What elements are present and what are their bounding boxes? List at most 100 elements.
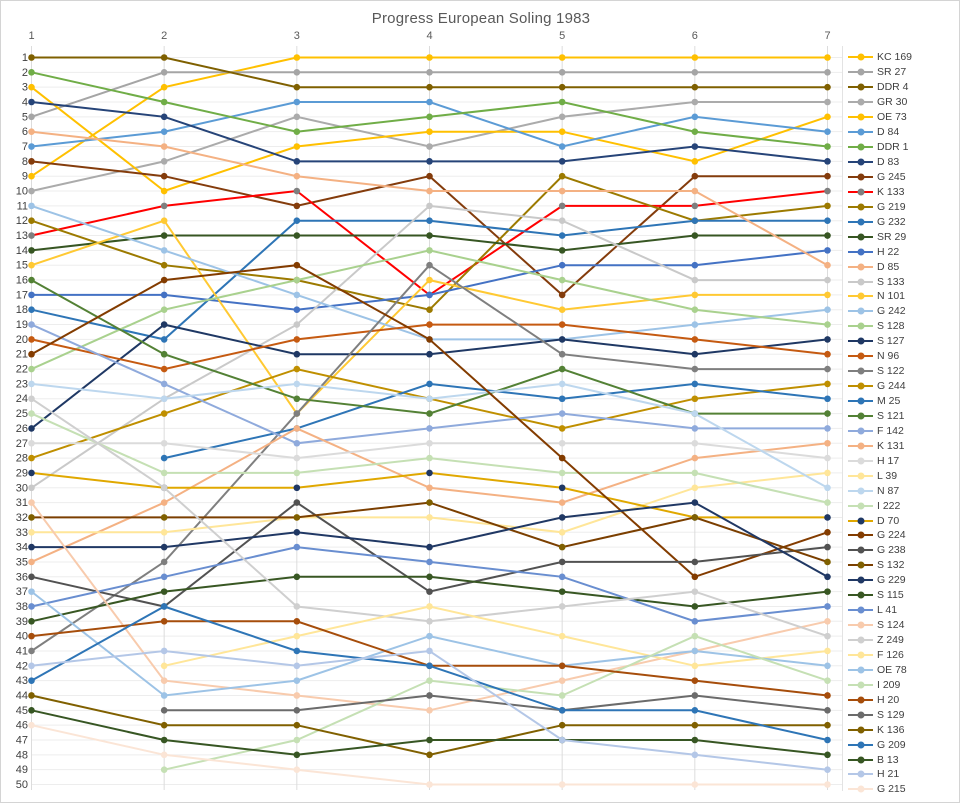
series-g-224[interactable] <box>28 261 831 581</box>
series-n-96[interactable] <box>28 321 831 373</box>
data-point <box>160 588 168 595</box>
series-ddr-4[interactable] <box>28 54 831 91</box>
series-d-84[interactable] <box>28 98 831 150</box>
legend-item-d-83[interactable]: D 83 <box>848 155 958 170</box>
legend-item-h-20[interactable]: H 20 <box>848 692 958 707</box>
legend-item-s-129[interactable]: S 129 <box>848 707 958 722</box>
legend-item-k-133[interactable]: K 133 <box>848 184 958 199</box>
series-g-209[interactable] <box>28 603 831 744</box>
legend-item-ddr-4[interactable]: DDR 4 <box>848 80 958 95</box>
legend-item-s-122[interactable]: S 122 <box>848 364 958 379</box>
series-i-222[interactable] <box>28 410 831 506</box>
series-gr-30[interactable] <box>28 98 831 195</box>
series-g-232[interactable] <box>28 217 831 343</box>
legend-item-z-249[interactable]: Z 249 <box>848 633 958 648</box>
series-g-229[interactable] <box>28 499 831 581</box>
legend-item-gr-30[interactable]: GR 30 <box>848 95 958 110</box>
data-point <box>28 454 35 462</box>
legend-item-d-84[interactable]: D 84 <box>848 125 958 140</box>
series-sr-27[interactable] <box>28 69 831 121</box>
legend-item-d-70[interactable]: D 70 <box>848 513 958 528</box>
data-point <box>28 291 35 299</box>
legend-line-swatch <box>848 427 873 435</box>
legend-item-g-242[interactable]: G 242 <box>848 304 958 319</box>
legend-item-n-96[interactable]: N 96 <box>848 349 958 364</box>
legend-item-oe-73[interactable]: OE 73 <box>848 110 958 125</box>
data-point <box>160 736 168 744</box>
legend-item-label: H 22 <box>877 245 900 258</box>
series-n-87[interactable] <box>28 380 831 492</box>
legend-item-s-115[interactable]: S 115 <box>848 588 958 603</box>
series-g-215[interactable] <box>28 721 831 788</box>
series-s-128[interactable] <box>28 247 831 373</box>
data-point <box>426 603 433 610</box>
legend-item-l-41[interactable]: L 41 <box>848 603 958 618</box>
legend-item-m-25[interactable]: M 25 <box>848 394 958 409</box>
legend-item-ddr-1[interactable]: DDR 1 <box>848 140 958 155</box>
legend-item-s-127[interactable]: S 127 <box>848 334 958 349</box>
legend-item-g-219[interactable]: G 219 <box>848 199 958 214</box>
series-d-85[interactable] <box>28 128 831 269</box>
legend-item-g-232[interactable]: G 232 <box>848 214 958 229</box>
series-h-21[interactable] <box>28 647 831 773</box>
legend-item-h-17[interactable]: H 17 <box>848 453 958 468</box>
legend-item-h-21[interactable]: H 21 <box>848 767 958 782</box>
legend-item-l-39[interactable]: L 39 <box>848 468 958 483</box>
data-point <box>824 380 831 388</box>
series-d-83[interactable] <box>28 98 831 165</box>
legend-item-g-245[interactable]: G 245 <box>848 170 958 185</box>
legend-item-oe-78[interactable]: OE 78 <box>848 662 958 677</box>
legend-item-d-85[interactable]: D 85 <box>848 259 958 274</box>
series-k-131[interactable] <box>28 425 831 566</box>
legend-item-s-132[interactable]: S 132 <box>848 558 958 573</box>
series-kc-169[interactable] <box>28 54 831 180</box>
data-point <box>558 128 566 135</box>
series-l-41[interactable] <box>28 543 831 625</box>
series-f-142[interactable] <box>28 321 831 447</box>
data-point <box>558 662 566 670</box>
series-s-132[interactable] <box>28 499 831 566</box>
series-k-136[interactable] <box>28 692 831 759</box>
legend-item-sr-29[interactable]: SR 29 <box>848 229 958 244</box>
legend-item-k-136[interactable]: K 136 <box>848 722 958 737</box>
legend-item-h-22[interactable]: H 22 <box>848 244 958 259</box>
series-s-127[interactable] <box>28 321 831 432</box>
data-point <box>558 454 566 462</box>
legend-item-g-209[interactable]: G 209 <box>848 737 958 752</box>
legend-item-s-124[interactable]: S 124 <box>848 618 958 633</box>
legend-item-g-229[interactable]: G 229 <box>848 573 958 588</box>
series-sr-29[interactable] <box>28 232 831 254</box>
legend-item-f-142[interactable]: F 142 <box>848 423 958 438</box>
data-point <box>28 514 35 521</box>
data-point <box>426 247 433 254</box>
series-s-122[interactable] <box>28 261 831 655</box>
series-ddr-1[interactable] <box>28 69 831 150</box>
data-point <box>691 291 699 299</box>
series-f-126[interactable] <box>160 603 831 670</box>
legend-item-f-126[interactable]: F 126 <box>848 648 958 663</box>
legend-item-n-101[interactable]: N 101 <box>848 289 958 304</box>
legend-item-g-215[interactable]: G 215 <box>848 782 958 797</box>
legend-item-s-128[interactable]: S 128 <box>848 319 958 334</box>
series-h-17[interactable] <box>28 439 831 462</box>
legend-item-g-238[interactable]: G 238 <box>848 543 958 558</box>
series-s-115[interactable] <box>28 573 831 625</box>
legend-item-g-244[interactable]: G 244 <box>848 379 958 394</box>
series-oe-73[interactable] <box>28 83 831 195</box>
legend-item-i-209[interactable]: I 209 <box>848 677 958 692</box>
series-h-22[interactable] <box>28 247 831 314</box>
legend-item-i-222[interactable]: I 222 <box>848 498 958 513</box>
data-point <box>160 202 168 210</box>
series-g-245[interactable] <box>28 158 831 299</box>
legend-item-label: G 232 <box>877 215 906 228</box>
legend-item-g-224[interactable]: G 224 <box>848 528 958 543</box>
legend-item-k-131[interactable]: K 131 <box>848 438 958 453</box>
legend-item-s-121[interactable]: S 121 <box>848 409 958 424</box>
legend-item-sr-27[interactable]: SR 27 <box>848 65 958 80</box>
series-z-249[interactable] <box>28 395 831 640</box>
legend-item-n-87[interactable]: N 87 <box>848 483 958 498</box>
legend-item-s-133[interactable]: S 133 <box>848 274 958 289</box>
legend-item-kc-169[interactable]: KC 169 <box>848 50 958 65</box>
legend-item-b-13[interactable]: B 13 <box>848 752 958 767</box>
data-point <box>691 662 699 670</box>
